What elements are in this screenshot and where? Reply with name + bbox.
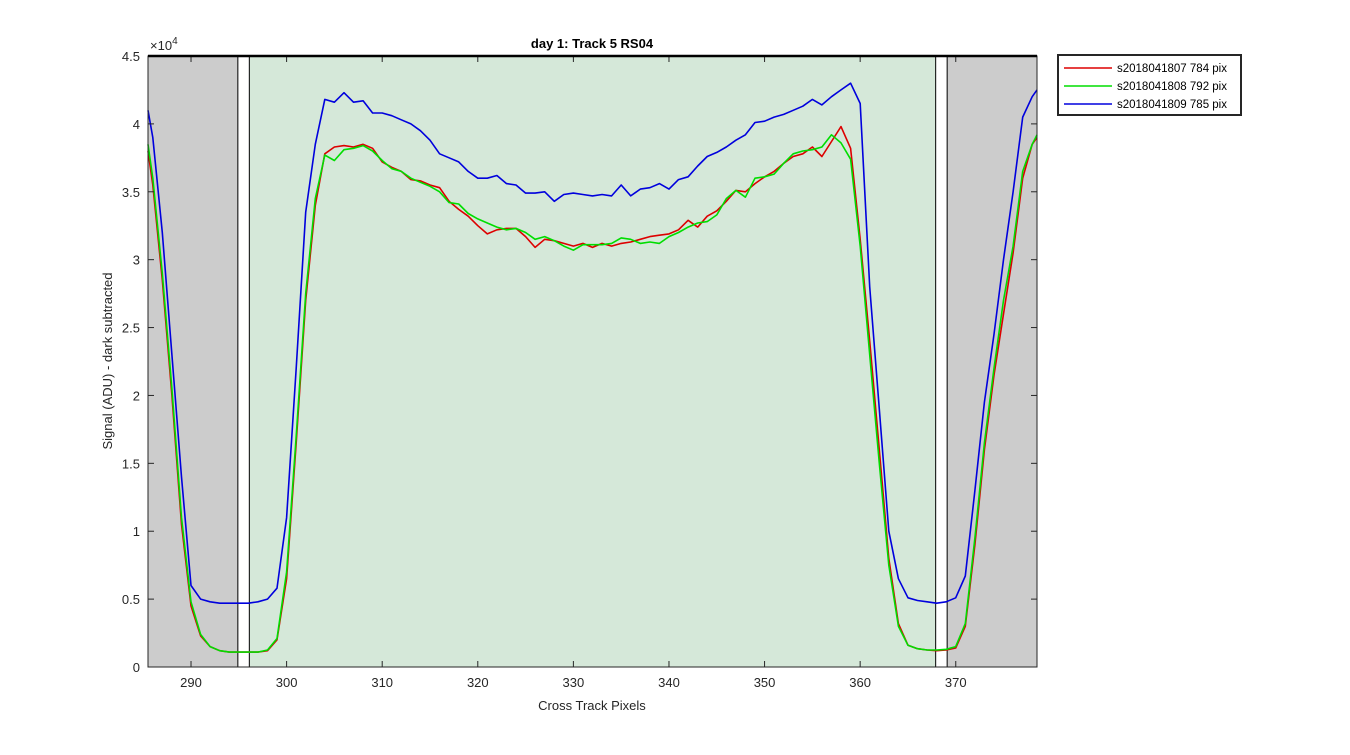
shaded-region-1 bbox=[249, 56, 936, 667]
y-tick-label: 4 bbox=[133, 117, 140, 132]
shaded-regions bbox=[148, 56, 1037, 667]
legend-items: s2018041807 784 pix s2018041808 792 pix s2… bbox=[1064, 63, 1227, 111]
chart-title: day 1: Track 5 RS04 bbox=[531, 36, 654, 51]
series-line-1 bbox=[147, 134, 1038, 653]
legend-box bbox=[1057, 54, 1242, 116]
x-tick-label: 330 bbox=[563, 675, 585, 690]
legend-label-2: s2018041809 785 pix bbox=[1117, 99, 1227, 111]
y-exponent-power: 4 bbox=[172, 36, 178, 47]
x-tick-label: 290 bbox=[180, 675, 202, 690]
y-exponent-label: ×104 bbox=[150, 36, 178, 53]
x-tick-label: 310 bbox=[371, 675, 393, 690]
x-tick-label: 320 bbox=[467, 675, 489, 690]
y-tick-label: 2 bbox=[133, 388, 140, 403]
y-tick-label: 0 bbox=[133, 660, 140, 675]
legend-label-1: s2018041808 792 pix bbox=[1117, 81, 1227, 93]
series-line-2 bbox=[147, 82, 1038, 605]
x-tick-label: 370 bbox=[945, 675, 967, 690]
x-tick-label: 360 bbox=[849, 675, 871, 690]
shaded-region-2 bbox=[947, 56, 1037, 667]
y-exponent-base: ×10 bbox=[150, 38, 172, 53]
y-tick-label: 0.5 bbox=[122, 592, 140, 607]
y-tick-label: 1 bbox=[133, 524, 140, 539]
x-tick-label: 350 bbox=[754, 675, 776, 690]
x-tick-label: 340 bbox=[658, 675, 680, 690]
y-tick-label: 3 bbox=[133, 253, 140, 268]
y-axis-label: Signal (ADU) - dark subtracted bbox=[100, 272, 115, 449]
shaded-region-0 bbox=[148, 56, 238, 667]
y-tick-label: 4.5 bbox=[122, 49, 140, 64]
y-axis-ticks: 0 0.5 1 1.5 2 2.5 3 3.5 4 4.5 bbox=[122, 49, 1037, 675]
series-lines bbox=[147, 82, 1038, 653]
y-tick-label: 3.5 bbox=[122, 185, 140, 200]
y-tick-label: 1.5 bbox=[122, 456, 140, 471]
legend-label-0: s2018041807 784 pix bbox=[1117, 63, 1227, 75]
legend: s2018041807 784 pix s2018041808 792 pix s2… bbox=[1057, 54, 1242, 116]
x-tick-label: 300 bbox=[276, 675, 298, 690]
x-axis-label: Cross Track Pixels bbox=[538, 698, 646, 713]
y-tick-label: 2.5 bbox=[122, 321, 140, 336]
